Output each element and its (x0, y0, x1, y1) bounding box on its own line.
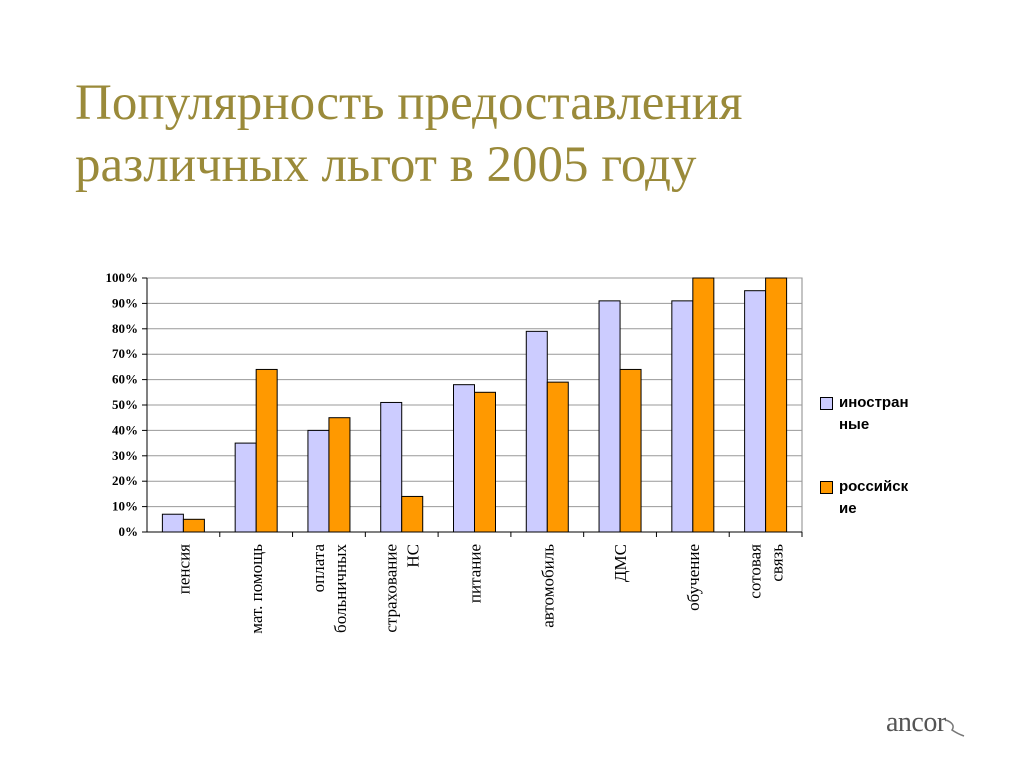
legend-item-russian: российск ие (820, 476, 950, 520)
y-tick-label: 40% (112, 422, 138, 437)
x-tick-label: сотовая связь (746, 544, 787, 599)
x-tick-label: обучение (684, 544, 703, 611)
y-tick-label: 10% (112, 499, 138, 514)
legend-label-russian-line2: ие (839, 500, 857, 517)
title-line-1: Популярность предоставления (75, 75, 743, 131)
bar-foreign (453, 384, 475, 533)
bar-russian (255, 368, 278, 533)
legend-label-russian-line1: российск (839, 478, 909, 495)
bar-russian (328, 417, 351, 533)
x-tick-label: оплата больничных (309, 544, 350, 633)
y-tick-label: 30% (112, 448, 138, 463)
legend-swatch-foreign (820, 397, 833, 410)
x-tick-label-line: пенсия (174, 544, 193, 594)
legend-label-foreign: иностран ные (839, 392, 949, 436)
x-tick-label: мат. помощь (247, 544, 266, 634)
y-tick-label: 70% (112, 346, 138, 361)
bar-russian (182, 518, 205, 533)
x-tick-label-line: обучение (684, 544, 703, 611)
bar-russian (692, 277, 715, 533)
x-tick-label: питание (466, 544, 485, 603)
y-tick-label: 90% (112, 295, 138, 310)
x-tick-label-line: НС (404, 544, 423, 568)
bar-foreign (671, 300, 694, 533)
y-tick-label: 100% (106, 270, 139, 285)
logo-swoosh-icon (945, 719, 965, 737)
x-tick-label: ДМС (611, 544, 630, 582)
bar-foreign (744, 290, 767, 533)
x-tick-label-line: страхование (382, 544, 401, 633)
bar-russian (401, 495, 424, 533)
bar-foreign (380, 401, 403, 533)
y-tick-label: 20% (112, 473, 138, 488)
bar-foreign (234, 442, 257, 533)
legend-swatch-russian (820, 481, 833, 494)
x-tick-label-line: сотовая (746, 544, 765, 599)
chart-legend: иностран ные российск ие (820, 392, 950, 560)
title-line-2: различных льгот в 2005 году (75, 137, 697, 193)
legend-label-foreign-line2: ные (839, 416, 870, 433)
y-tick-label: 50% (112, 397, 138, 412)
x-tick-label-line: оплата (309, 544, 328, 593)
x-tick-label: автомобиль (538, 544, 557, 628)
bar-foreign (525, 330, 548, 533)
x-tick-label-line: ДМС (611, 544, 630, 582)
legend-item-foreign: иностран ные (820, 392, 950, 436)
y-tick-label: 0% (119, 524, 139, 539)
legend-label-foreign-line1: иностран (839, 394, 909, 411)
bar-foreign (161, 513, 184, 533)
x-tick-label-line: мат. помощь (247, 544, 266, 634)
y-tick-label: 80% (112, 321, 138, 336)
x-tick-label: пенсия (174, 544, 193, 594)
x-tick-label-line: автомобиль (538, 544, 557, 628)
bar-foreign (598, 300, 621, 533)
y-tick-label: 60% (112, 372, 138, 387)
bar-russian (765, 277, 788, 533)
x-tick-label-line: связь (768, 544, 787, 582)
x-tick-label-line: питание (466, 544, 485, 603)
x-tick-label: страхование НС (382, 544, 423, 633)
bar-russian (619, 368, 642, 533)
x-tick-label-line: больничных (331, 544, 350, 633)
slide-title: Популярность предоставления различных ль… (75, 72, 955, 196)
ancor-logo: ancor (886, 707, 946, 738)
bar-russian (546, 381, 569, 533)
legend-label-russian: российск ие (839, 476, 949, 520)
bar-russian (474, 391, 496, 533)
bar-foreign (307, 429, 330, 533)
